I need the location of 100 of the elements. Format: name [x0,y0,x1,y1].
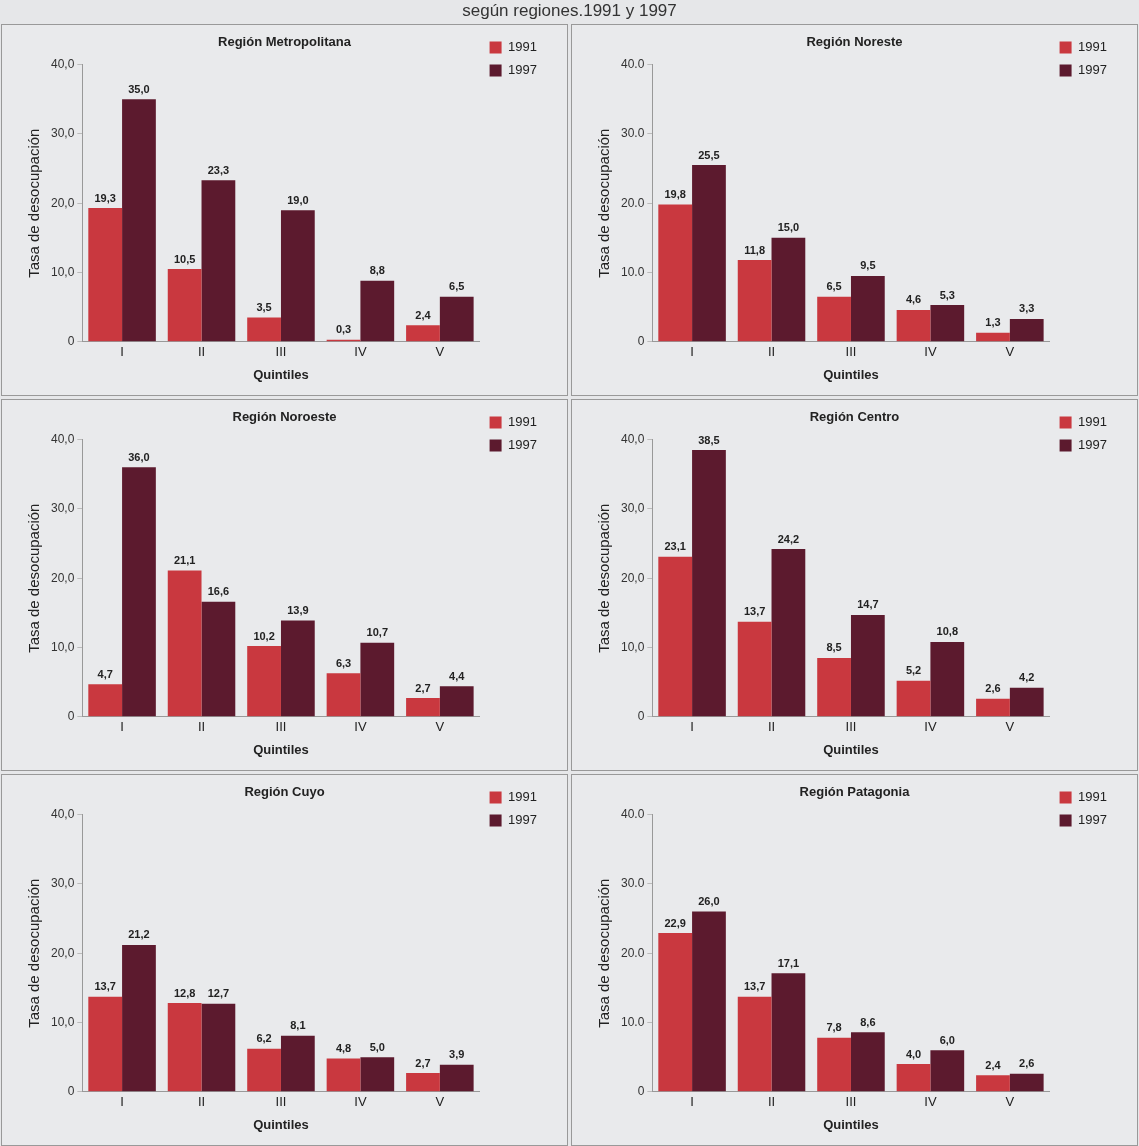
chart-title: Región Noroeste [232,409,337,425]
y-tick-label: 20,0 [51,570,75,585]
x-tick-label: I [120,1094,124,1110]
bar [1009,687,1044,717]
data-label: 19,0 [287,193,309,206]
y-tick-label: 40,0 [621,431,645,446]
data-label: 11,8 [744,243,766,256]
bar [280,620,315,717]
bar [439,686,474,717]
bar [201,601,236,717]
bar [122,99,156,342]
data-label: 10,5 [173,252,196,265]
bar [737,621,772,717]
x-tick-label: II [767,344,776,360]
x-tick-label: V [1005,719,1015,735]
y-tick-label: 30,0 [621,501,645,516]
y-tick-label: 10,0 [51,264,75,279]
x-tick-label: V [1005,1094,1015,1110]
legend-label: 1991 [1078,414,1107,430]
bar [1009,1073,1044,1092]
bar [201,1003,236,1092]
bar [167,1003,202,1092]
data-label: 2,4 [985,1058,1002,1071]
bar [360,280,395,342]
x-axis-title: Quintiles [253,366,309,382]
x-tick-label: IV [924,719,937,735]
y-tick-label: 0 [67,709,75,724]
y-tick-label: 0 [637,709,645,724]
y-tick-label: 20.0 [621,945,645,960]
chart-title: Región Patagonia [799,784,911,800]
legend-label: 1991 [508,414,537,430]
bar [439,296,474,342]
y-axis-title: Tasa de desocupación [25,878,43,1028]
data-label: 14,7 [857,598,879,611]
bar [737,996,772,1092]
data-label: 13,7 [94,980,116,993]
x-tick-label: II [197,344,206,360]
data-label: 6,2 [256,1032,272,1045]
y-tick-label: 20.0 [621,195,645,210]
data-label: 26,0 [698,895,720,908]
bar [1009,318,1044,342]
data-label: 24,2 [777,532,800,545]
legend-label: 1991 [508,39,537,55]
x-tick-label: III [845,344,857,360]
x-tick-label: II [197,1094,206,1110]
data-label: 10,8 [936,625,959,638]
data-label: 6,0 [939,1033,955,1046]
x-tick-label: V [435,1094,445,1110]
bar [850,1032,885,1092]
bar [930,641,965,717]
bar [976,1075,1010,1092]
bar [88,208,123,342]
x-tick-label: I [120,719,124,735]
data-label: 8,5 [826,641,842,654]
x-axis-title: Quintiles [823,366,879,382]
x-tick-label: II [767,719,776,735]
y-tick-label: 30.0 [621,876,645,891]
data-label: 7,8 [826,1021,842,1034]
x-axis-title: Quintiles [823,741,879,757]
bar [692,165,726,342]
bar [167,570,202,717]
x-tick-label: III [275,1094,287,1110]
data-label: 9,5 [860,259,876,272]
bar [360,1057,395,1092]
legend-label: 1997 [1078,62,1107,78]
data-label: 8,6 [860,1015,876,1028]
data-label: 3,5 [256,301,272,314]
data-label: 2,6 [1019,1057,1035,1070]
data-label: 4,0 [905,1047,922,1060]
x-tick-label: IV [354,719,367,735]
data-label: 13,7 [743,980,766,993]
x-tick-label: III [845,1094,857,1110]
data-label: 2,7 [415,681,431,694]
y-tick-label: 0 [637,334,645,349]
y-axis-title: Tasa de desocupación [25,128,43,278]
y-tick-label: 0 [637,1084,645,1099]
y-axis-title: Tasa de desocupación [595,128,613,278]
bar [896,680,931,717]
x-tick-label: II [767,1094,776,1110]
y-tick-label: 10.0 [621,264,645,279]
bar [280,210,315,342]
bar [122,467,156,717]
y-tick-label: 40,0 [51,431,75,446]
bar [201,180,236,342]
data-label: 23,1 [664,540,686,553]
bar [850,614,885,717]
bar [167,269,202,342]
bar [280,1035,315,1092]
data-label: 13,9 [287,604,309,616]
y-tick-label: 20,0 [51,945,75,960]
data-label: 4,8 [335,1042,352,1055]
x-axis-title: Quintiles [253,1116,309,1132]
bar [930,1050,965,1092]
data-label: 5,0 [369,1040,385,1053]
data-label: 8,8 [369,264,385,277]
data-label: 6,5 [449,280,465,293]
y-tick-label: 0 [67,1084,75,1099]
data-label: 6,5 [826,280,842,293]
data-label: 19,3 [94,191,116,204]
bar [771,237,806,342]
